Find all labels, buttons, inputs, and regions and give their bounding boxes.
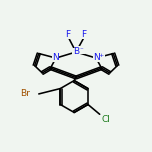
FancyBboxPatch shape: [93, 54, 100, 62]
FancyBboxPatch shape: [99, 115, 113, 123]
FancyBboxPatch shape: [97, 52, 105, 60]
FancyBboxPatch shape: [72, 48, 80, 56]
Text: N: N: [52, 53, 59, 62]
Text: ⁻: ⁻: [79, 47, 83, 53]
Text: Br: Br: [21, 89, 30, 98]
Text: F: F: [81, 30, 86, 40]
FancyBboxPatch shape: [19, 89, 32, 98]
Text: N: N: [93, 53, 100, 62]
Text: +: +: [98, 54, 104, 58]
FancyBboxPatch shape: [77, 46, 85, 54]
FancyBboxPatch shape: [79, 31, 87, 39]
FancyBboxPatch shape: [52, 54, 59, 62]
Text: F: F: [66, 30, 71, 40]
Text: Cl: Cl: [102, 115, 111, 124]
FancyBboxPatch shape: [64, 31, 72, 39]
Text: B: B: [73, 47, 79, 56]
